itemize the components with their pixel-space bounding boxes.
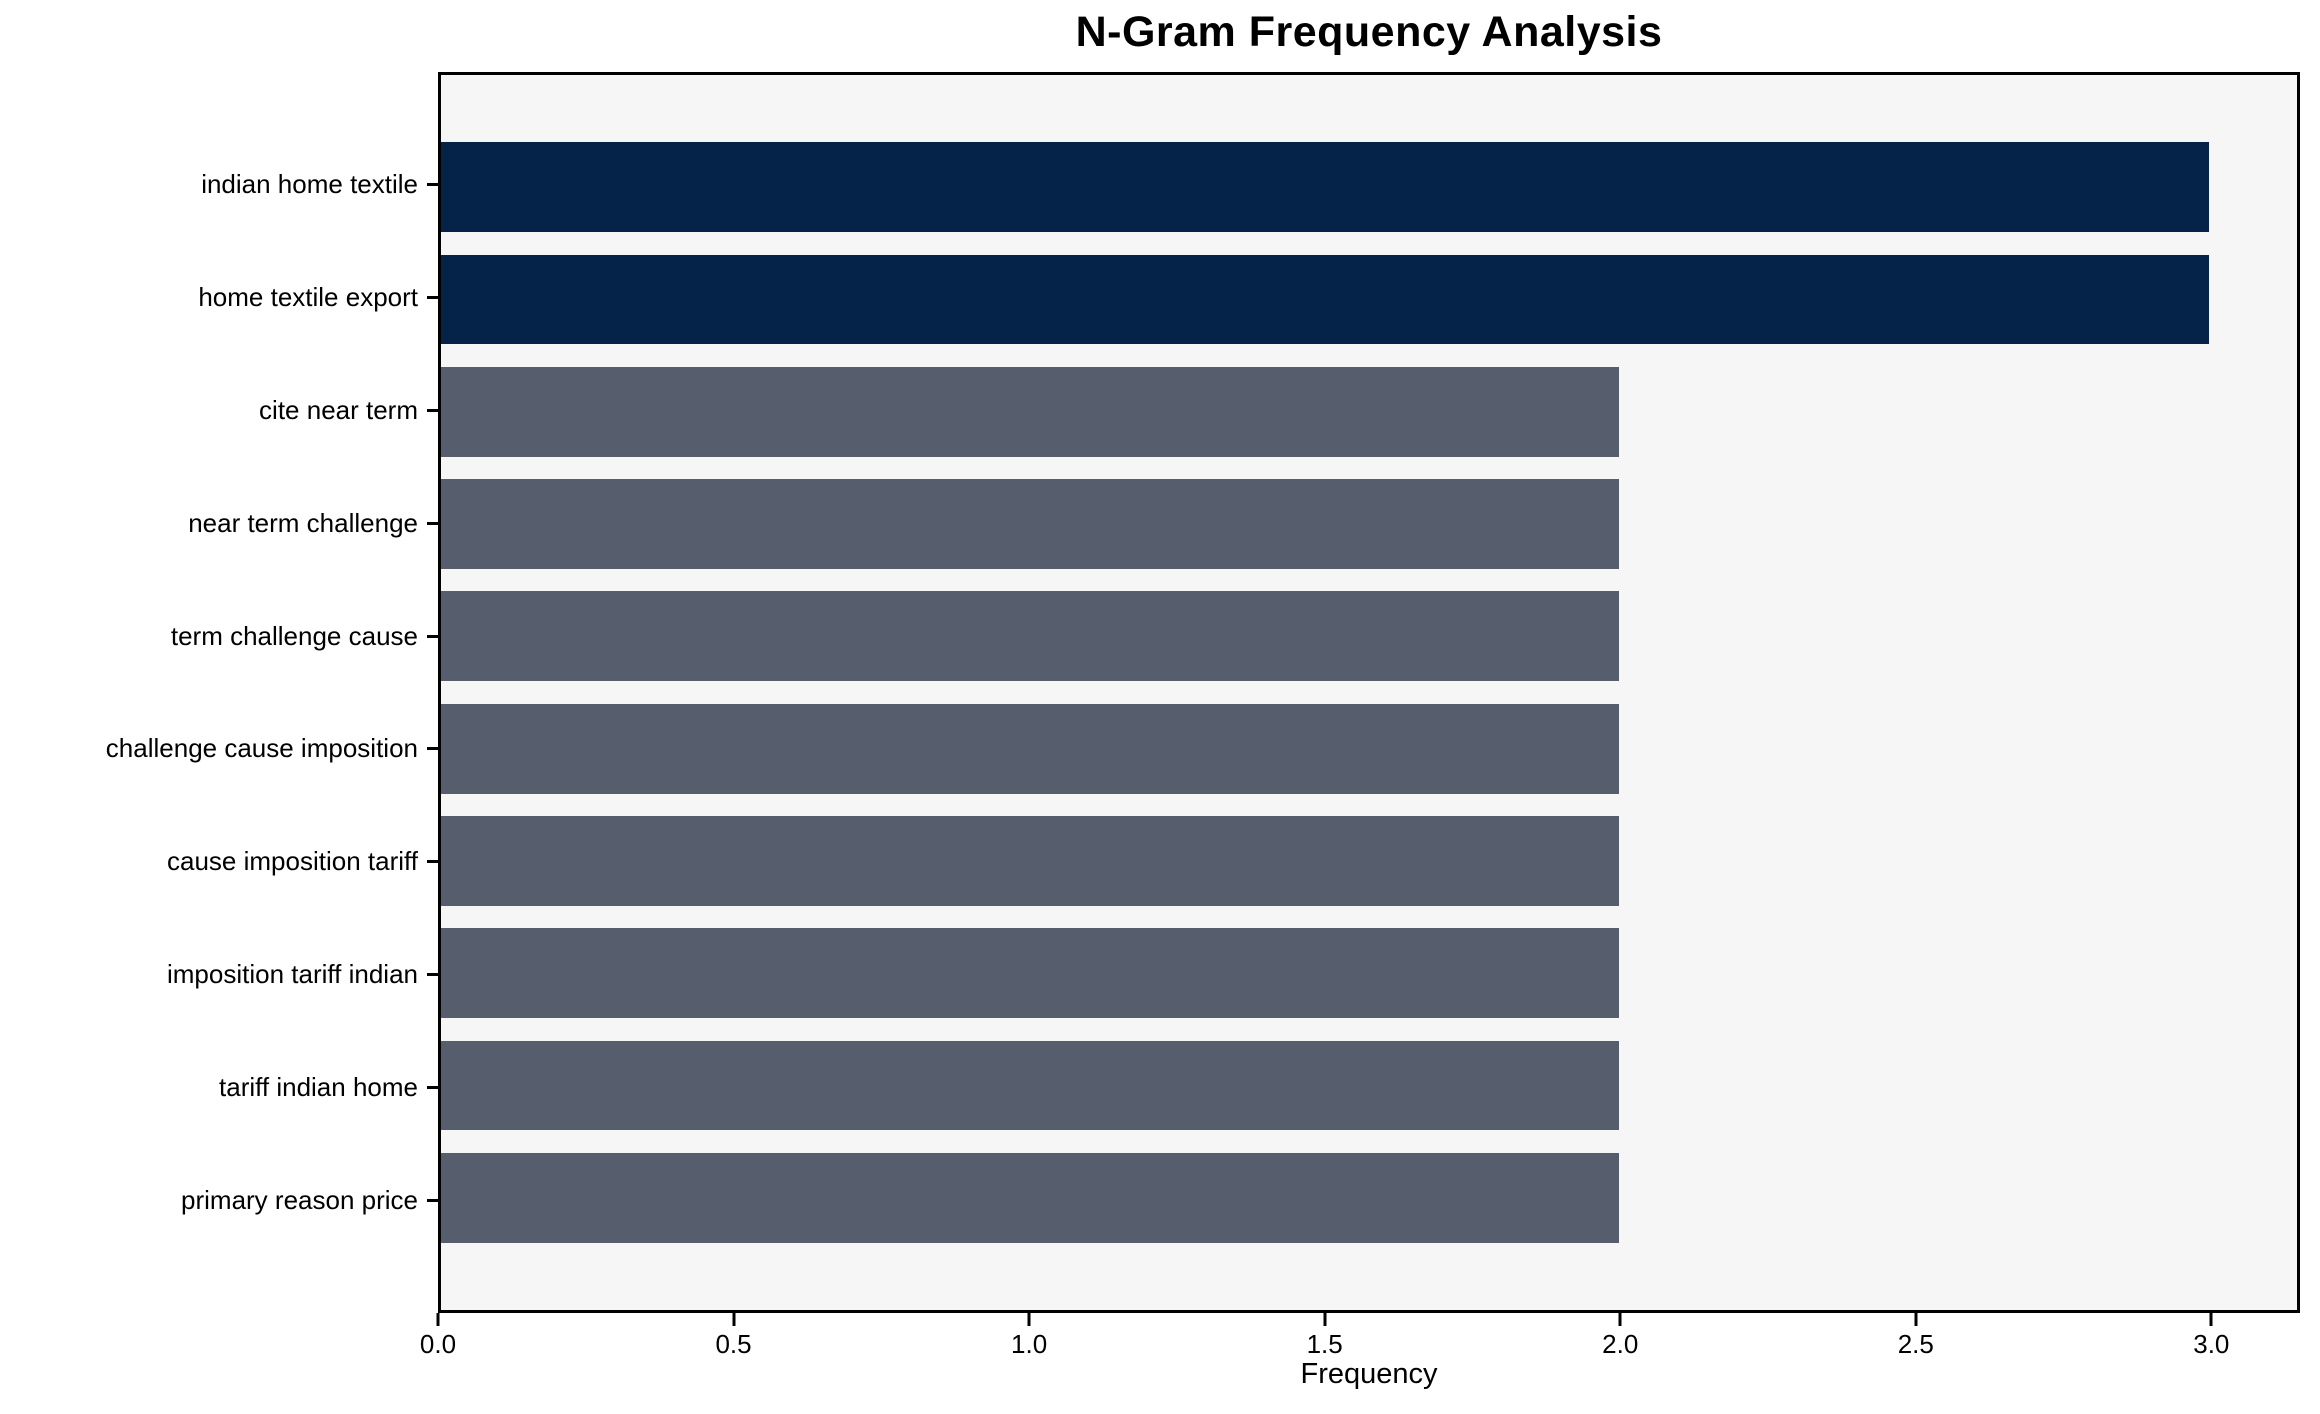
x-tick-label: 0.0 [419, 1329, 457, 1359]
x-tick-mark [2209, 1313, 2213, 1326]
y-tick-mark [427, 1199, 438, 1203]
y-tick-mark [427, 521, 438, 525]
y-tick-mark [427, 182, 438, 186]
y-tick-label: imposition tariff indian [167, 959, 418, 990]
bar [441, 142, 2209, 233]
x-tick-mark [1027, 1313, 1031, 1326]
y-tick-row: near term challenge [0, 467, 438, 580]
x-tick-label: 1.5 [1306, 1329, 1343, 1359]
y-tick-label: cite near term [259, 394, 418, 425]
plot-area [438, 72, 2300, 1313]
x-tick-mark [1618, 1313, 1622, 1326]
x-tick-mark [1914, 1313, 1918, 1326]
bar-row [441, 356, 2297, 468]
bar-row [441, 805, 2297, 917]
y-tick-row: tariff indian home [0, 1031, 438, 1144]
y-tick-mark [427, 860, 438, 864]
y-tick-label: term challenge cause [170, 620, 418, 651]
x-tick-label: 2.5 [1897, 1329, 1934, 1359]
y-tick-mark [427, 747, 438, 751]
y-tick-label: challenge cause imposition [105, 733, 418, 764]
bar-row [441, 917, 2297, 1029]
y-tick-row: challenge cause imposition [0, 693, 438, 806]
y-tick-mark [427, 973, 438, 977]
bar [441, 591, 1620, 682]
y-tick-mark [427, 634, 438, 638]
y-tick-label: primary reason price [181, 1185, 418, 1216]
x-axis-title: Frequency [1300, 1358, 1438, 1390]
bar-row [441, 243, 2297, 355]
bar [441, 1152, 1620, 1243]
bar-row [441, 1142, 2297, 1254]
y-tick-row: imposition tariff indian [0, 918, 438, 1031]
bar [441, 816, 1620, 906]
y-tick-label: cause imposition tariff [167, 846, 418, 877]
y-tick-label: tariff indian home [219, 1072, 418, 1103]
bar-row [441, 131, 2297, 243]
x-tick-label: 0.5 [715, 1329, 752, 1359]
y-tick-mark [427, 295, 438, 299]
y-axis-labels: indian home textile home textile export ci… [0, 72, 438, 1313]
chart-title: N-Gram Frequency Analysis [1075, 8, 1663, 56]
y-tick-row: home textile export [0, 241, 438, 354]
y-tick-row: cause imposition tariff [0, 805, 438, 918]
x-tick-mark [436, 1313, 440, 1326]
x-axis: 0.0 0.5 1.0 1.5 2.0 2.5 3.0 [420, 1313, 2300, 1413]
bar [441, 703, 1620, 794]
y-tick-row: primary reason price [0, 1144, 438, 1257]
y-tick-label: home textile export [198, 281, 418, 312]
bars-area [441, 75, 2297, 1310]
y-tick-row: term challenge cause [0, 580, 438, 693]
y-tick-mark [427, 1086, 438, 1090]
bar [441, 254, 2209, 345]
bar-row [441, 580, 2297, 692]
bar [441, 479, 1620, 569]
x-tick-label: 1.0 [1011, 1329, 1048, 1359]
y-tick-label: indian home textile [201, 168, 418, 199]
y-tick-row: cite near term [0, 354, 438, 467]
y-tick-row: indian home textile [0, 128, 438, 241]
x-tick-mark [1323, 1313, 1327, 1326]
bar-row [441, 692, 2297, 804]
bar [441, 1040, 1620, 1131]
x-tick-label: 2.0 [1602, 1329, 1639, 1359]
x-tick-mark [732, 1313, 736, 1326]
bar [441, 928, 1620, 1019]
bar-row [441, 468, 2297, 580]
y-tick-mark [427, 408, 438, 412]
bar-row [441, 1029, 2297, 1141]
bar [441, 366, 1620, 457]
y-tick-label: near term challenge [188, 507, 418, 538]
x-tick-label: 3.0 [2193, 1329, 2230, 1359]
